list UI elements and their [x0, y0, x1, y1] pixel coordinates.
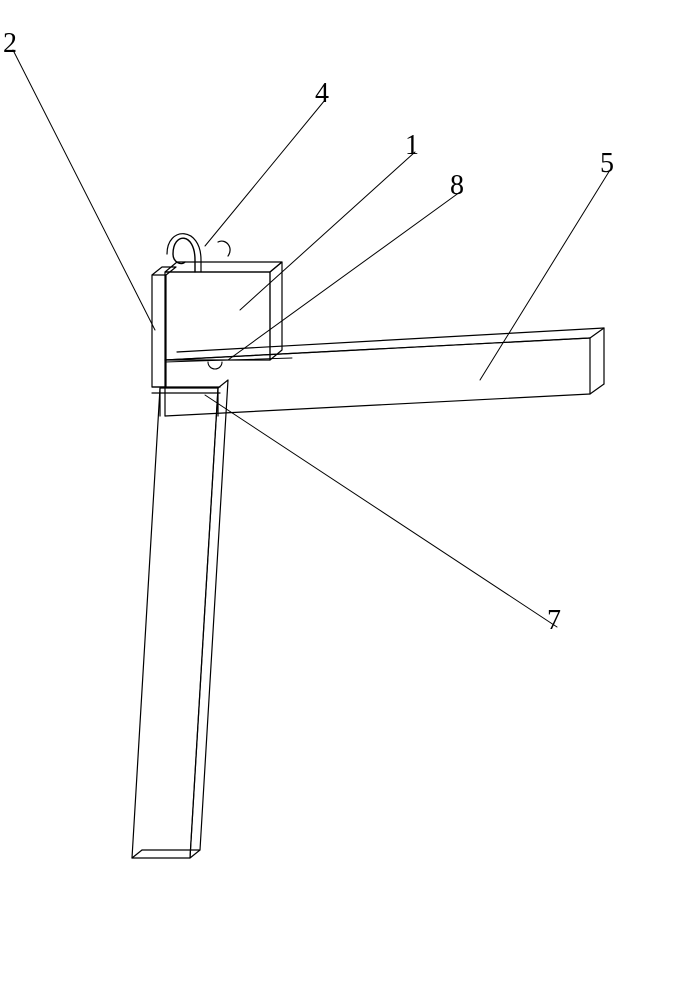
callout-label-4: 4 [315, 80, 329, 108]
callout-label-8: 8 [450, 172, 464, 200]
callout-label-2: 2 [3, 30, 17, 58]
technical-diagram [0, 0, 694, 1000]
callout-label-7: 7 [547, 607, 561, 635]
callout-label-1: 1 [405, 132, 419, 160]
callout-label-5: 5 [600, 150, 614, 178]
